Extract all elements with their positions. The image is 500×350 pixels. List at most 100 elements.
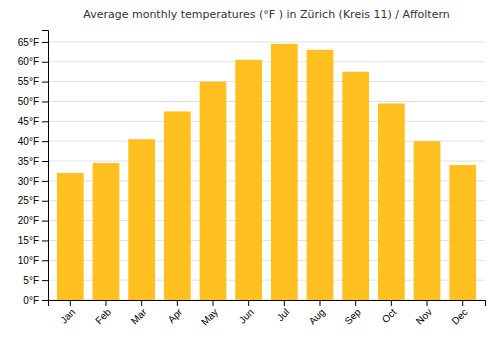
bar — [378, 103, 405, 300]
x-tick: Jan — [58, 300, 77, 326]
x-tick-mark — [248, 300, 249, 306]
bar — [271, 44, 298, 300]
y-tick-mark — [42, 82, 48, 83]
bar — [93, 163, 120, 300]
x-tick-label: May — [199, 306, 220, 327]
x-tick-mark — [105, 300, 106, 306]
x-tick: May — [199, 300, 220, 328]
x-tick-mark — [355, 300, 356, 306]
bars — [57, 44, 476, 300]
y-tick-mark — [42, 260, 48, 261]
grid — [48, 42, 485, 300]
x-tick: Jul — [275, 300, 292, 323]
x-tick-label: Apr — [166, 306, 185, 325]
x-tick-label: Nov — [414, 306, 434, 326]
chart-svg: 0°F 5°F 10°F 15°F 20°F 25°F 30°F 35°F 40°F 45°F 50… — [0, 0, 500, 350]
x-tick: Sep — [342, 300, 363, 327]
x-tick-mark — [427, 300, 428, 306]
x-tick-mark — [391, 300, 392, 306]
y-tick-label: 55°F — [18, 76, 39, 87]
y-tick-label: 40°F — [18, 136, 39, 147]
chart-container: 0°F 5°F 10°F 15°F 20°F 25°F 30°F 35°F 40°F 45°F 50… — [0, 0, 500, 350]
y-tick: 40°F — [18, 136, 48, 147]
x-tick-label: Mar — [129, 306, 149, 326]
bar — [128, 139, 155, 300]
grid-line — [48, 41, 485, 42]
y-tick: 45°F — [18, 116, 48, 127]
x-axis: Jan Feb Mar Apr May Jun Jul Aug Sep Oct Nov Dec — [49, 300, 486, 328]
x-tick-label: Aug — [307, 306, 327, 326]
y-tick-label: 25°F — [18, 195, 39, 206]
y-tick-label: 60°F — [18, 56, 39, 67]
x-axis-line — [49, 301, 486, 307]
x-tick: Oct — [380, 300, 399, 325]
y-tick: 20°F — [18, 215, 48, 226]
x-tick-mark — [177, 300, 178, 306]
y-tick-mark — [42, 181, 48, 182]
y-tick-label: 5°F — [23, 275, 39, 286]
x-tick-label: Jul — [275, 306, 292, 323]
y-tick-label: 45°F — [18, 116, 39, 127]
y-tick: 65°F — [18, 37, 48, 48]
y-tick: 0°F — [23, 295, 48, 306]
y-tick-mark — [42, 101, 48, 102]
x-tick: Dec — [449, 300, 469, 327]
y-tick-mark — [42, 240, 48, 241]
x-tick: Feb — [93, 300, 113, 326]
x-tick-mark — [141, 300, 142, 306]
x-tick-label: Sep — [342, 306, 363, 327]
grid-line — [48, 101, 485, 102]
y-tick-mark — [42, 300, 48, 301]
bar — [200, 82, 227, 300]
grid-line — [48, 61, 485, 62]
x-tick: Mar — [129, 300, 149, 326]
y-tick: 35°F — [18, 156, 48, 167]
y-tick-mark — [42, 161, 48, 162]
x-tick: Nov — [414, 300, 434, 327]
y-tick-label: 50°F — [18, 96, 39, 107]
y-tick: 25°F — [18, 195, 48, 206]
y-tick-label: 35°F — [18, 156, 39, 167]
x-tick-label: Dec — [449, 306, 469, 326]
y-axis-line — [42, 31, 49, 301]
x-tick: Aug — [307, 300, 327, 327]
y-tick-mark — [42, 121, 48, 122]
grid-line — [48, 81, 485, 82]
plot-area: 0°F 5°F 10°F 15°F 20°F 25°F 30°F 35°F 40°F 45°F 50… — [18, 31, 486, 328]
y-tick: 30°F — [18, 176, 48, 187]
bar — [57, 173, 84, 300]
y-tick: 60°F — [18, 56, 48, 67]
x-tick: Apr — [166, 300, 185, 325]
bar — [307, 50, 334, 300]
grid-line — [48, 121, 485, 122]
bar — [414, 141, 441, 300]
x-tick-label: Oct — [380, 306, 399, 325]
bar — [164, 111, 191, 300]
x-tick-mark — [284, 300, 285, 306]
x-tick-label: Jan — [58, 306, 77, 325]
y-tick-label: 65°F — [18, 37, 39, 48]
y-tick-mark — [42, 141, 48, 142]
y-tick-label: 10°F — [18, 255, 39, 266]
x-tick-label: Jun — [237, 306, 256, 325]
bar — [342, 72, 369, 300]
y-tick-label: 30°F — [18, 176, 39, 187]
y-tick-mark — [42, 280, 48, 281]
y-tick: 55°F — [18, 76, 48, 87]
x-tick-label: Feb — [93, 306, 113, 326]
y-tick: 10°F — [18, 255, 48, 266]
bar — [235, 60, 262, 300]
x-tick-mark — [320, 300, 321, 306]
y-tick-mark — [42, 42, 48, 43]
x-tick: Jun — [237, 300, 256, 326]
y-tick: 5°F — [23, 275, 48, 286]
y-tick-label: 15°F — [18, 235, 39, 246]
title: Average monthly temperatures (°F ) in Zü… — [83, 8, 449, 21]
y-tick-label: 0°F — [23, 295, 39, 306]
y-tick-mark — [42, 201, 48, 202]
y-tick-mark — [42, 221, 48, 222]
bar — [449, 165, 476, 300]
y-axis: 0°F 5°F 10°F 15°F 20°F 25°F 30°F 35°F 40°F 45°F 50… — [18, 31, 49, 306]
x-tick-mark — [462, 300, 463, 306]
y-tick-mark — [42, 62, 48, 63]
